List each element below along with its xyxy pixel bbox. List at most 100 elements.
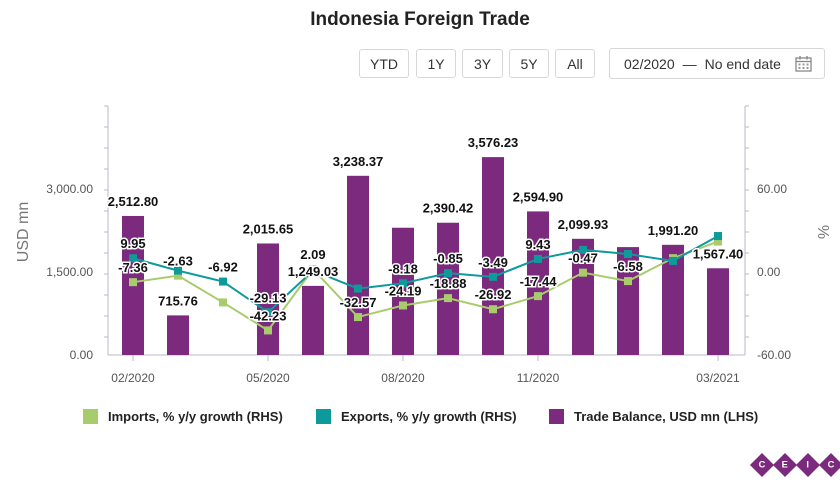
point-imports bbox=[534, 292, 542, 301]
legend-label-exports: Exports, % y/y growth (RHS) bbox=[341, 409, 517, 424]
point-exports bbox=[624, 250, 632, 259]
y-left-tick-label: 1,500.00 bbox=[46, 265, 93, 279]
point-exports bbox=[129, 254, 137, 263]
point-imports bbox=[174, 271, 182, 280]
data-label-exports: -0.85 bbox=[433, 251, 463, 266]
legend-item-imports[interactable]: Imports, % y/y growth (RHS) bbox=[83, 409, 283, 424]
data-label-trade-balance: 2,390.42 bbox=[423, 201, 474, 216]
point-exports bbox=[534, 254, 542, 263]
bar-trade-balance bbox=[482, 157, 504, 355]
bar-trade-balance bbox=[617, 247, 639, 355]
range-button-all[interactable]: All bbox=[555, 49, 595, 78]
data-label-exports: 9.95 bbox=[120, 236, 145, 251]
x-tick-label: 08/2020 bbox=[381, 371, 425, 385]
y-right-tick-label: 60.00 bbox=[757, 182, 787, 196]
data-label-trade-balance: 1,991.20 bbox=[648, 223, 699, 238]
bar-trade-balance bbox=[167, 315, 189, 355]
data-label-imports: -42.23 bbox=[250, 308, 287, 323]
point-imports bbox=[624, 277, 632, 286]
data-label-exports: -3.49 bbox=[478, 255, 508, 270]
point-exports bbox=[219, 277, 227, 286]
point-exports bbox=[174, 266, 182, 275]
data-label-trade-balance: 1,249.03 bbox=[288, 264, 339, 279]
point-exports bbox=[309, 266, 317, 275]
bar-trade-balance bbox=[527, 211, 549, 355]
line-imports bbox=[132, 240, 719, 332]
point-imports bbox=[219, 298, 227, 307]
data-label-imports: -26.92 bbox=[475, 287, 512, 302]
y-right-tick-label: 0.00 bbox=[757, 265, 781, 279]
calendar-icon[interactable] bbox=[795, 55, 812, 72]
data-label-trade-balance: 1,567.40 bbox=[693, 246, 744, 261]
point-exports bbox=[354, 284, 362, 293]
point-exports bbox=[489, 272, 497, 281]
data-label-imports: -0.47 bbox=[568, 251, 598, 266]
y-left-axis-title: USD mn bbox=[15, 202, 32, 262]
bar-trade-balance bbox=[572, 238, 594, 355]
data-label-exports: -6.92 bbox=[208, 260, 238, 275]
data-label-trade-balance: 2,015.65 bbox=[243, 221, 294, 236]
date-range-start: 02/2020 bbox=[624, 55, 675, 72]
point-imports bbox=[444, 294, 452, 303]
y-left-tick-label: 3,000.00 bbox=[46, 182, 93, 196]
range-button-1y[interactable]: 1Y bbox=[416, 49, 456, 78]
date-range-end: No end date bbox=[704, 55, 781, 72]
data-label-trade-balance: 2,594.90 bbox=[513, 189, 564, 204]
point-exports bbox=[714, 232, 722, 241]
y-right-tick-label: -60.00 bbox=[757, 348, 791, 362]
data-label-exports: -8.18 bbox=[388, 261, 418, 276]
point-imports bbox=[309, 265, 317, 274]
x-tick-label: 03/2021 bbox=[696, 371, 740, 385]
bar-trade-balance bbox=[122, 215, 144, 355]
point-imports bbox=[354, 313, 362, 322]
range-button-5y[interactable]: 5Y bbox=[509, 49, 549, 78]
data-label-trade-balance: 2,099.93 bbox=[558, 217, 609, 232]
data-label-imports: -18.88 bbox=[430, 276, 467, 291]
range-button-ytd[interactable]: YTD bbox=[359, 49, 409, 78]
legend-label-trade-balance: Trade Balance, USD mn (LHS) bbox=[574, 409, 759, 424]
bar-trade-balance bbox=[392, 227, 414, 355]
x-tick-label: 11/2020 bbox=[517, 371, 560, 385]
data-label-imports: -17.44 bbox=[520, 274, 558, 289]
point-imports bbox=[579, 268, 587, 277]
data-label-imports: -6.58 bbox=[613, 259, 643, 274]
bar-trade-balance bbox=[437, 222, 459, 355]
point-imports bbox=[264, 326, 272, 335]
date-range-picker[interactable]: 02/2020 — No end date bbox=[609, 48, 825, 79]
legend-label-imports: Imports, % y/y growth (RHS) bbox=[108, 409, 283, 424]
point-exports bbox=[444, 269, 452, 278]
bar-trade-balance bbox=[302, 285, 324, 355]
bar-trade-balance bbox=[707, 268, 729, 355]
range-button-3y[interactable]: 3Y bbox=[462, 49, 503, 78]
data-label-imports: -2.63 bbox=[163, 254, 193, 269]
legend-swatch-trade-balance bbox=[549, 409, 564, 424]
data-label-trade-balance: 3,576.23 bbox=[468, 135, 519, 150]
chart-title: Indonesia Foreign Trade bbox=[310, 9, 530, 30]
point-exports bbox=[579, 245, 587, 254]
point-imports bbox=[489, 305, 497, 314]
bar-trade-balance bbox=[257, 243, 279, 355]
data-label-imports: -32.57 bbox=[340, 295, 377, 310]
x-tick-label: 02/2020 bbox=[111, 371, 155, 385]
point-exports bbox=[669, 256, 677, 265]
legend-swatch-imports bbox=[83, 409, 98, 424]
bar-trade-balance bbox=[347, 175, 369, 355]
data-label-trade-balance: 2,512.80 bbox=[108, 194, 159, 209]
data-label-trade-balance: 715.76 bbox=[158, 293, 198, 308]
point-imports bbox=[399, 301, 407, 310]
data-label-exports: 9.43 bbox=[525, 237, 550, 252]
bar-trade-balance bbox=[662, 244, 684, 355]
point-exports bbox=[399, 279, 407, 288]
legend-swatch-exports bbox=[316, 409, 331, 424]
data-label-trade-balance: 3,238.37 bbox=[333, 154, 384, 169]
line-exports bbox=[132, 235, 719, 314]
point-imports bbox=[669, 254, 677, 263]
legend-item-trade-balance[interactable]: Trade Balance, USD mn (LHS) bbox=[549, 409, 758, 424]
data-label-imports: -24.19 bbox=[385, 283, 422, 298]
date-range-separator: — bbox=[682, 55, 697, 72]
y-left-tick-label: 0.00 bbox=[70, 348, 94, 362]
legend-item-exports[interactable]: Exports, % y/y growth (RHS) bbox=[316, 409, 517, 424]
data-label-exports: -29.13 bbox=[250, 290, 287, 305]
point-imports bbox=[714, 237, 722, 246]
